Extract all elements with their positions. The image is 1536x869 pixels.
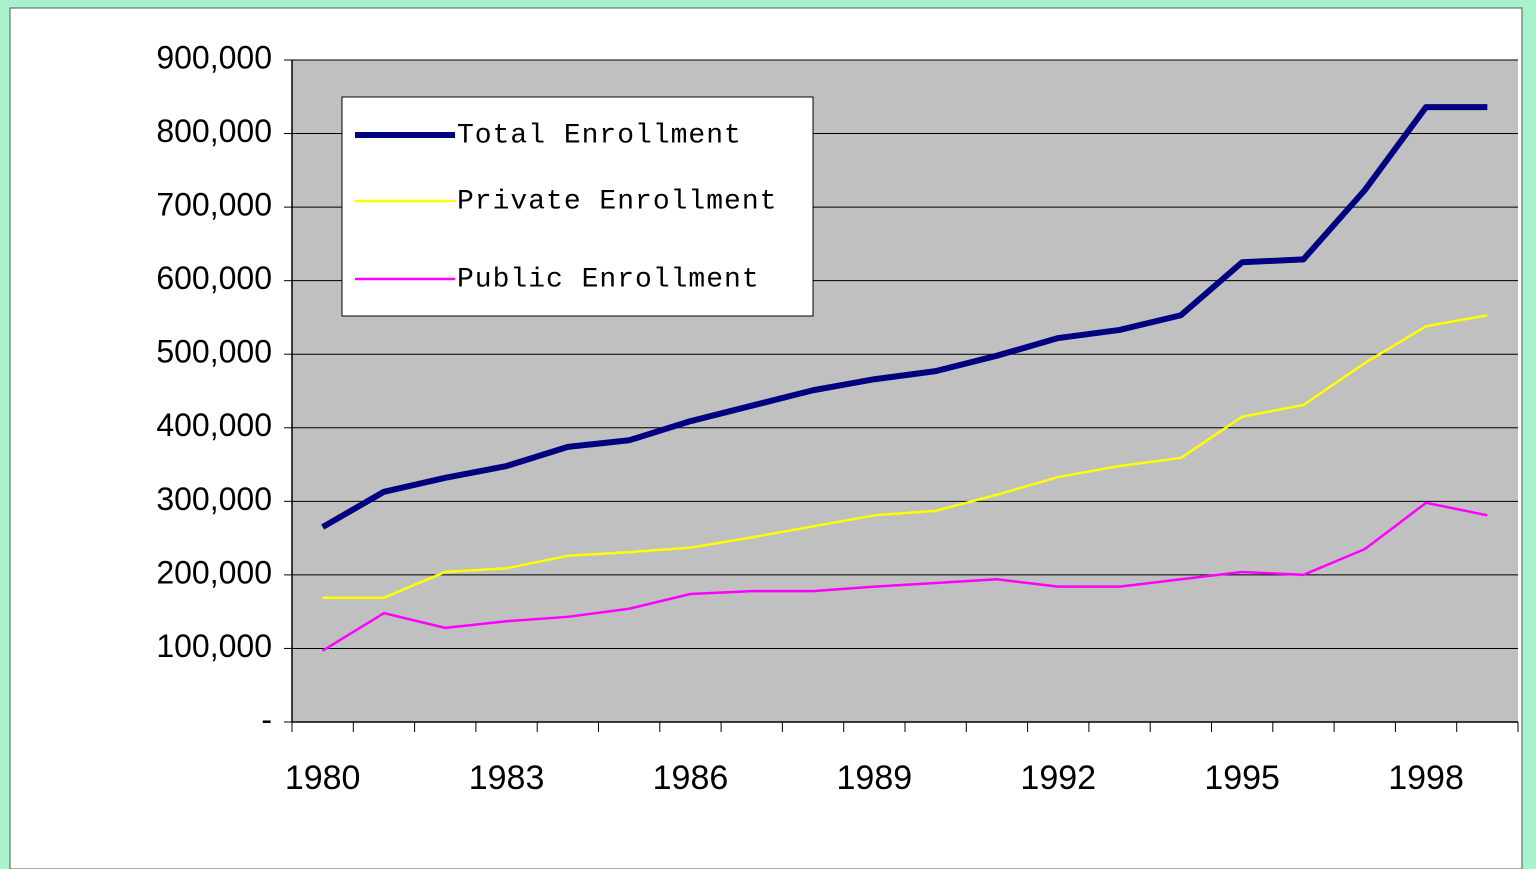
y-tick-label: 500,000 <box>156 334 272 370</box>
y-tick-label: 600,000 <box>156 260 272 296</box>
x-tick-label: 1992 <box>1020 759 1096 797</box>
legend-label: Private Enrollment <box>457 186 777 217</box>
series-line <box>321 104 1488 530</box>
y-tick-label: 300,000 <box>156 481 272 517</box>
y-tick-label: 900,000 <box>156 39 272 75</box>
x-tick-label: 1995 <box>1204 759 1280 797</box>
y-tick-label: 200,000 <box>156 554 272 590</box>
x-tick-label: 1986 <box>653 759 729 797</box>
legend-label: Public Enrollment <box>457 264 760 295</box>
series-line <box>321 501 1488 652</box>
y-tick-label: - <box>261 701 272 737</box>
legend-label: Total Enrollment <box>457 120 742 151</box>
y-tick-label: 800,000 <box>156 113 272 149</box>
y-tick-label: 700,000 <box>156 187 272 223</box>
x-tick-label: 1989 <box>837 759 913 797</box>
x-tick-label: 1983 <box>469 759 545 797</box>
series-line <box>322 314 1488 599</box>
y-tick-label: 100,000 <box>156 628 272 664</box>
x-tick-label: 1980 <box>285 759 361 797</box>
x-tick-label: 1998 <box>1388 759 1464 797</box>
y-tick-label: 400,000 <box>156 407 272 443</box>
